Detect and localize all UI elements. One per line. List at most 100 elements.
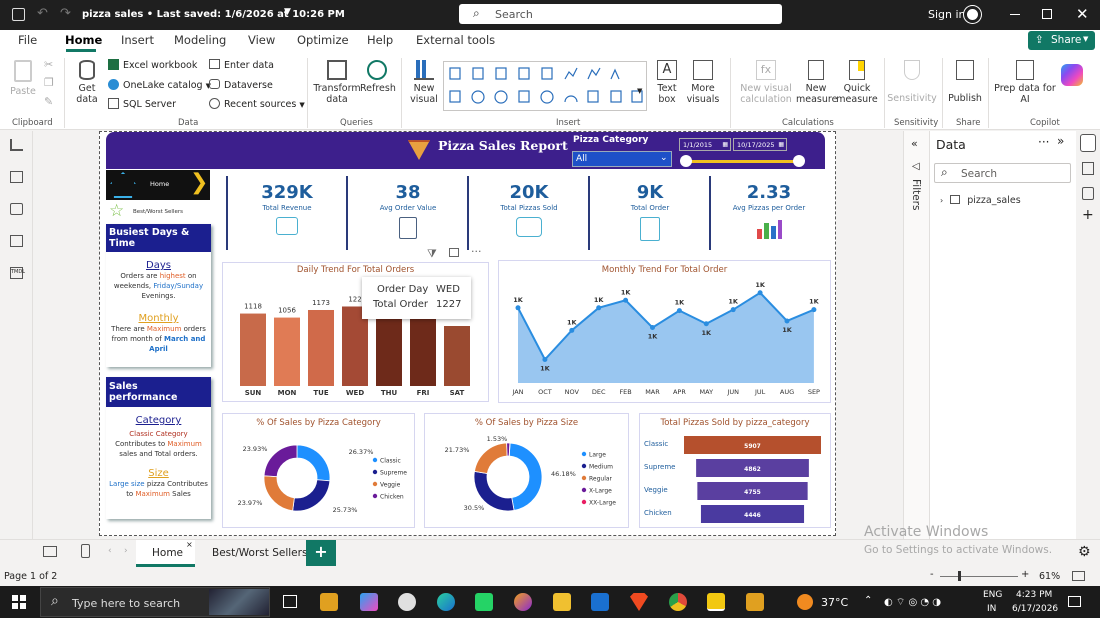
kpi-total-pizzas-sold[interactable]: 20K Total Pizzas Sold <box>470 176 590 250</box>
filter-icon[interactable]: ⧩ <box>427 247 437 260</box>
quick-measure-button[interactable]: Quick measure <box>836 60 878 105</box>
table-item-pizza-sales[interactable]: › pizza_sales <box>940 195 1021 206</box>
tray-icons[interactable]: ◐ ⌔ ◎ ◔ ◑ <box>884 597 942 608</box>
minimize-icon[interactable] <box>1010 14 1020 15</box>
text-box-button[interactable]: A Text box <box>652 60 682 105</box>
date-to-input[interactable]: 10/17/2025 ▦ <box>733 138 787 151</box>
paste-button[interactable]: Paste <box>8 60 38 97</box>
share-button[interactable]: ⇪ Share ▼ <box>1028 31 1095 50</box>
settings-icon[interactable]: ⚙ <box>1078 544 1091 560</box>
tab-modeling[interactable]: Modeling <box>174 33 227 47</box>
new-visual-calculation-button[interactable]: fx New visual calculation <box>736 60 796 105</box>
zoom-slider-thumb[interactable] <box>958 571 961 581</box>
taskbar-search[interactable]: ⌕ Type here to search <box>40 587 270 617</box>
data-search-input[interactable]: ⌕ Search <box>934 163 1071 183</box>
save-icon[interactable] <box>12 8 25 21</box>
lang-code[interactable]: ENG <box>983 590 1003 600</box>
sql-server-button[interactable]: SQL Server <box>108 98 176 110</box>
tab-optimize[interactable]: Optimize <box>297 33 349 47</box>
size-donut-card[interactable]: % Of Sales by Pizza Size 46.18% 30.5% 21.7… <box>424 413 629 528</box>
add-page-button[interactable]: + <box>306 540 336 566</box>
visualizations-icon[interactable] <box>1082 162 1094 175</box>
chevron-double-left-icon[interactable]: « <box>911 137 918 150</box>
table-view-icon[interactable] <box>10 171 23 183</box>
excel-workbook-button[interactable]: Excel workbook <box>108 59 197 71</box>
zoom-out-button[interactable]: - <box>930 569 934 580</box>
dataverse-button[interactable]: Dataverse <box>209 79 273 91</box>
data-pane-toggle-icon[interactable] <box>1080 134 1096 152</box>
kpi-total-order[interactable]: 9K Total Order <box>591 176 711 250</box>
monthly-trend-card[interactable]: Monthly Trend For Total Order 1K JAN 1K OCT… <box>498 260 831 403</box>
tab-help[interactable]: Help <box>367 33 394 47</box>
filters-pane-collapsed[interactable]: « ◁ Filters <box>903 131 929 539</box>
plus-icon[interactable]: + <box>1082 207 1094 223</box>
category-donut-card[interactable]: % Of Sales by Pizza Category 26.37% 25.73… <box>222 413 415 528</box>
date-slider-handle-end[interactable] <box>793 155 805 167</box>
daily-trend-card[interactable]: Daily Trend For Total Orders SUN 1118 MON 1… <box>222 262 489 402</box>
firefox-icon[interactable] <box>514 593 532 611</box>
more-options-icon[interactable]: ··· <box>1038 135 1050 149</box>
date-slider-handle-start[interactable] <box>680 155 692 167</box>
more-visuals-button[interactable]: More visuals <box>684 60 722 105</box>
format-painter-icon[interactable]: ✎ <box>44 95 54 108</box>
undo-icon[interactable]: ↶ <box>37 6 48 21</box>
new-visual-button[interactable]: New visual <box>407 60 441 105</box>
chevron-down-icon[interactable]: ▼ <box>284 7 291 17</box>
tray-chevron-up-icon[interactable]: ⌃ <box>864 595 873 606</box>
mobile-layout-icon[interactable] <box>81 544 90 558</box>
enter-data-button[interactable]: Enter data <box>209 59 274 71</box>
transform-data-button[interactable]: Transform data <box>313 60 361 105</box>
dax-query-icon[interactable] <box>10 235 23 247</box>
model-view-icon[interactable] <box>10 203 23 215</box>
zoom-slider[interactable] <box>940 576 1018 577</box>
nav-home-button[interactable]: Home ❯ <box>106 170 210 200</box>
redo-icon[interactable]: ↷ <box>60 6 71 21</box>
chevron-left-icon[interactable]: ‹ <box>108 546 112 556</box>
tab-view[interactable]: View <box>248 33 276 47</box>
sign-in-link[interactable]: Sign in <box>928 8 966 21</box>
refresh-button[interactable]: Refresh <box>360 60 396 94</box>
close-icon[interactable]: ✕ <box>1076 5 1089 23</box>
avatar-icon[interactable] <box>964 6 981 23</box>
outlook-icon[interactable] <box>591 593 609 611</box>
date-from-input[interactable]: 1/1/2015 ▦ <box>679 138 731 151</box>
chevron-double-right-icon[interactable]: » <box>1057 134 1065 148</box>
task-view-icon[interactable] <box>283 595 297 608</box>
maximize-icon[interactable] <box>1042 9 1052 19</box>
new-measure-button[interactable]: New measure <box>796 60 837 105</box>
whatsapp-icon[interactable] <box>475 593 493 611</box>
recent-sources-button[interactable]: Recent sources ▼ <box>209 98 305 110</box>
power-bi-icon[interactable] <box>707 593 725 611</box>
kpi-avg-order-value[interactable]: 38 Avg Order Value <box>349 176 469 250</box>
prep-data-ai-button[interactable]: Prep data for AI <box>992 60 1058 105</box>
notification-icon[interactable] <box>1068 596 1081 607</box>
snipping-tool-icon[interactable] <box>746 593 764 611</box>
cut-icon[interactable]: ✂ <box>44 58 54 71</box>
tab-home[interactable]: Home <box>65 33 103 47</box>
kpi-total-revenue[interactable]: 329K Total Revenue <box>228 176 348 250</box>
clock-time[interactable]: 4:23 PM <box>1016 590 1053 600</box>
copilot-icon[interactable] <box>1061 64 1083 86</box>
search-box[interactable]: ⌕ Search <box>459 4 782 24</box>
page-tab-home[interactable]: Home × <box>136 540 195 567</box>
report-view-icon[interactable] <box>10 139 23 151</box>
edge-icon[interactable] <box>437 593 455 611</box>
desktop-layout-icon[interactable] <box>43 546 57 557</box>
visual-gallery[interactable] <box>443 61 647 111</box>
slack-icon[interactable] <box>398 593 416 611</box>
publish-button[interactable]: Publish <box>946 60 984 104</box>
microsoft-store-icon[interactable] <box>320 593 338 611</box>
tab-external-tools[interactable]: External tools <box>416 33 496 47</box>
copilot-app-icon[interactable] <box>360 593 378 611</box>
chrome-icon[interactable] <box>669 593 687 611</box>
tab-insert[interactable]: Insert <box>121 33 154 47</box>
chevron-right-icon[interactable]: › <box>124 546 128 556</box>
windows-start-icon[interactable] <box>12 595 26 609</box>
format-icon[interactable] <box>1082 187 1094 200</box>
sensitivity-button[interactable]: Sensitivity <box>886 60 938 104</box>
close-icon[interactable]: × <box>186 540 193 549</box>
more-options-icon[interactable]: ··· <box>471 245 482 258</box>
date-slider-track[interactable] <box>686 160 800 163</box>
file-title[interactable]: pizza sales • Last saved: 1/6/2026 at 10… <box>82 9 345 20</box>
get-data-button[interactable]: Get data <box>70 60 104 105</box>
